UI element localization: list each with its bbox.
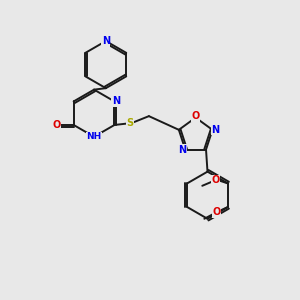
Text: N: N (112, 96, 120, 106)
Text: N: N (178, 145, 186, 154)
Text: O: O (212, 176, 220, 185)
Text: N: N (102, 36, 110, 46)
Text: NH: NH (86, 132, 102, 141)
Text: N: N (211, 125, 219, 135)
Text: O: O (53, 120, 61, 130)
Text: S: S (126, 118, 133, 128)
Text: O: O (213, 207, 221, 217)
Text: O: O (191, 111, 200, 121)
